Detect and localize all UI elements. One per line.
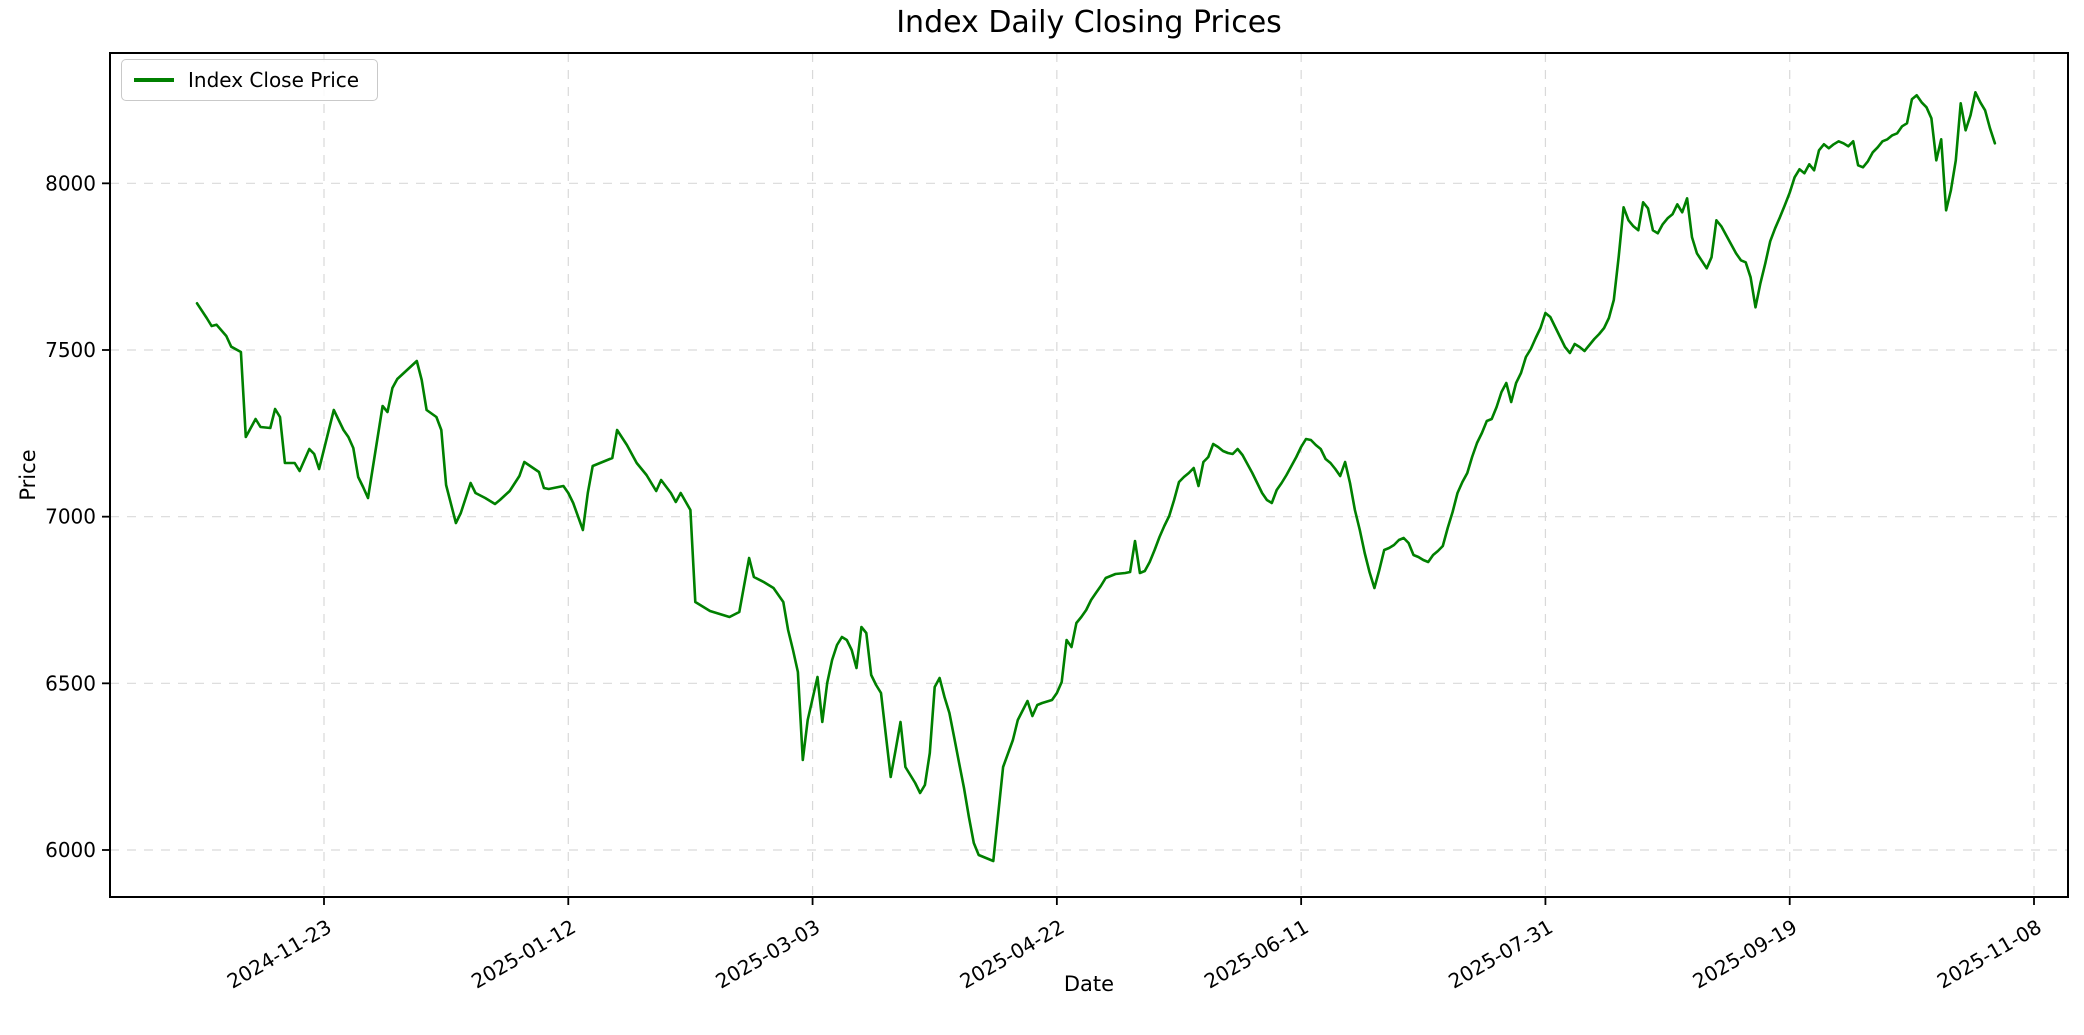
- y-tick-label: 6500: [45, 671, 96, 695]
- legend: Index Close Price: [121, 59, 379, 101]
- y-tick-label: 6000: [45, 838, 96, 862]
- x-axis-label: Date: [1063, 972, 1115, 996]
- tick-marks: [102, 182, 2035, 905]
- y-tick-label: 7500: [45, 338, 96, 362]
- legend-line-swatch: [134, 78, 174, 82]
- chart-title: Index Daily Closing Prices: [896, 5, 1282, 40]
- y-tick-label: 8000: [45, 171, 96, 195]
- y-tick-labels: 6000 6500 7000 7500 8000: [45, 171, 96, 862]
- plot-frame: [109, 52, 2069, 898]
- legend-label: Index Close Price: [188, 68, 360, 92]
- y-axis-label: Price: [16, 449, 40, 501]
- y-tick-label: 7000: [45, 505, 96, 529]
- grid-lines: [110, 53, 2068, 897]
- price-line: [195, 91, 1997, 863]
